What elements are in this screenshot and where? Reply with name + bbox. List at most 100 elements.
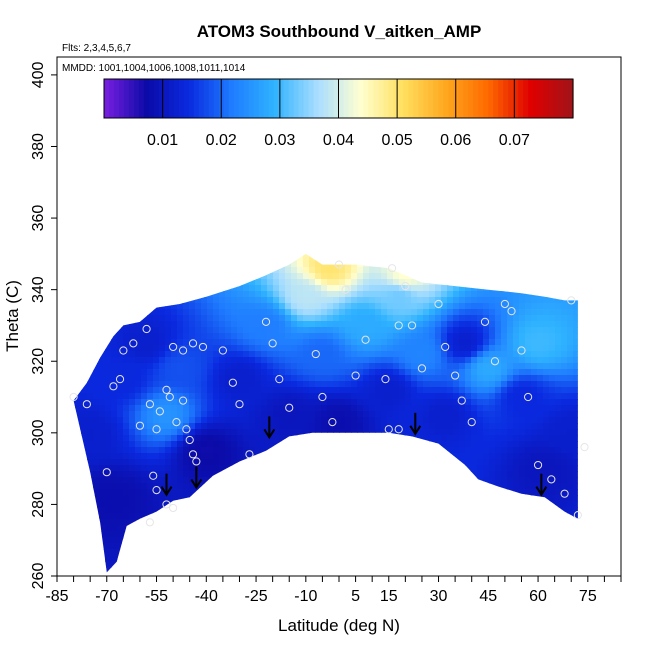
- heatmap-cell: [261, 291, 268, 298]
- heatmap-cell: [225, 387, 232, 394]
- heatmap-cell: [339, 321, 346, 328]
- heatmap-cell: [177, 327, 184, 334]
- heatmap-cell: [285, 351, 292, 358]
- heatmap-cell: [381, 309, 388, 316]
- heatmap-cell: [375, 297, 382, 304]
- heatmap-cell: [153, 327, 160, 334]
- heatmap-cell: [141, 429, 148, 436]
- heatmap-cell: [291, 297, 298, 304]
- heatmap-cell: [141, 453, 148, 460]
- heatmap-cell: [183, 429, 190, 436]
- heatmap-cell: [375, 429, 382, 436]
- heatmap-cell: [243, 387, 250, 394]
- heatmap-cell: [225, 363, 232, 370]
- heatmap-cell: [117, 495, 124, 502]
- heatmap-cell: [189, 393, 196, 400]
- heatmap-cell: [129, 471, 136, 478]
- heatmap-cell: [303, 327, 310, 334]
- heatmap-cell: [327, 369, 334, 376]
- heatmap-cell: [111, 435, 118, 442]
- heatmap-cell: [153, 309, 160, 316]
- heatmap-cell: [219, 387, 226, 394]
- heatmap-cell: [165, 351, 172, 358]
- heatmap-cell: [117, 423, 124, 430]
- heatmap-cell: [261, 387, 268, 394]
- heatmap-cell: [129, 351, 136, 358]
- heatmap-cell: [261, 435, 268, 442]
- heatmap-cell: [291, 333, 298, 340]
- heatmap-cell: [249, 291, 256, 298]
- heatmap-cell: [111, 501, 118, 508]
- heatmap-cell: [333, 309, 340, 316]
- heatmap-cell: [195, 357, 202, 364]
- heatmap-cell: [129, 399, 136, 406]
- heatmap-cell: [237, 423, 244, 430]
- heatmap-cell: [177, 399, 184, 406]
- heatmap-cell: [297, 273, 304, 280]
- heatmap-cell: [255, 405, 262, 412]
- heatmap-cell: [267, 303, 274, 310]
- heatmap-cell: [219, 327, 226, 334]
- heatmap-cell: [171, 441, 178, 448]
- heatmap-cell: [393, 351, 400, 358]
- heatmap-cell: [87, 393, 94, 400]
- heatmap-cell: [153, 381, 160, 388]
- heatmap-cell: [165, 381, 172, 388]
- heatmap-cell: [327, 405, 334, 412]
- heatmap-cell: [93, 375, 100, 382]
- heatmap-cell: [99, 507, 106, 514]
- heatmap-cell: [237, 369, 244, 376]
- heatmap-cell: [261, 285, 268, 292]
- heatmap-cell: [87, 435, 94, 442]
- heatmap-cell: [171, 477, 178, 484]
- heatmap-cell: [219, 405, 226, 412]
- heatmap-cell: [219, 303, 226, 310]
- heatmap-cell: [147, 357, 154, 364]
- heatmap-cell: [195, 369, 202, 376]
- heatmap-cell: [123, 477, 130, 484]
- heatmap-cell: [117, 339, 124, 346]
- heatmap-cell: [213, 447, 220, 454]
- heatmap-cell: [165, 399, 172, 406]
- heatmap-cell: [333, 417, 340, 424]
- heatmap-cell: [267, 381, 274, 388]
- heatmap-cell: [141, 507, 148, 514]
- heatmap-cell: [147, 495, 154, 502]
- heatmap-cell: [171, 369, 178, 376]
- heatmap-cell: [351, 351, 358, 358]
- heatmap-cell: [105, 423, 112, 430]
- heatmap-cell: [363, 405, 370, 412]
- heatmap-cell: [189, 327, 196, 334]
- heatmap-cell: [117, 327, 124, 334]
- heatmap-cell: [261, 309, 268, 316]
- heatmap-cell: [165, 423, 172, 430]
- heatmap-cell: [75, 393, 82, 400]
- heatmap-cell: [147, 321, 154, 328]
- heatmap-cell: [129, 417, 136, 424]
- heatmap-cell: [255, 321, 262, 328]
- heatmap-cell: [387, 345, 394, 352]
- heatmap-cell: [135, 453, 142, 460]
- heatmap-cell: [159, 333, 166, 340]
- heatmap-cell: [339, 375, 346, 382]
- heatmap-cell: [111, 387, 118, 394]
- heatmap-cell: [219, 465, 226, 472]
- heatmap-cell: [165, 465, 172, 472]
- heatmap-cell: [159, 321, 166, 328]
- heatmap-cell: [237, 387, 244, 394]
- heatmap-cell: [171, 327, 178, 334]
- heatmap-cell: [237, 447, 244, 454]
- heatmap-cell: [303, 423, 310, 430]
- heatmap-cell: [255, 381, 262, 388]
- heatmap-cell: [141, 459, 148, 466]
- heatmap-cell: [345, 423, 352, 430]
- heatmap-cell: [387, 309, 394, 316]
- heatmap-cell: [237, 291, 244, 298]
- heatmap-cell: [135, 399, 142, 406]
- heatmap-cell: [273, 393, 280, 400]
- heatmap-cell: [267, 363, 274, 370]
- heatmap-cell: [213, 339, 220, 346]
- heatmap-cell: [111, 393, 118, 400]
- heatmap-cell: [105, 531, 112, 538]
- heatmap-cell: [243, 423, 250, 430]
